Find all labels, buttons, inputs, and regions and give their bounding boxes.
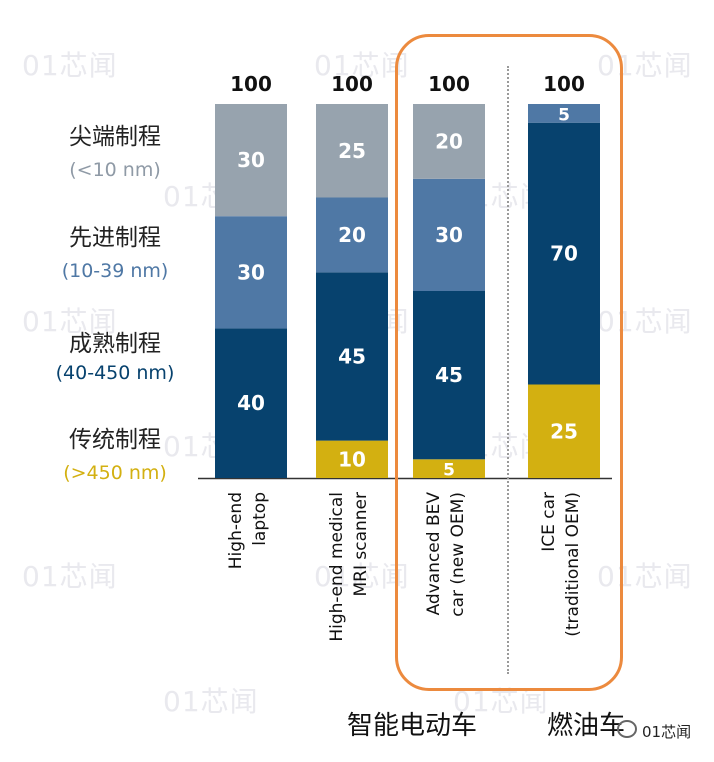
- legend-label-mature: 成熟制程: [69, 331, 161, 357]
- total-label: 100: [230, 72, 272, 96]
- data-label: 25: [550, 419, 578, 443]
- watermark: 01芯闻: [163, 685, 259, 718]
- bar-segment: [316, 197, 388, 273]
- bar-segment: [316, 272, 388, 441]
- bar-segment: [316, 104, 388, 198]
- data-label: 45: [435, 363, 463, 387]
- total-label: 100: [428, 72, 470, 96]
- ev-highlight-frame: [395, 34, 623, 691]
- bar-segment: [528, 122, 600, 385]
- watermark: 01芯闻: [314, 560, 410, 593]
- data-label: 5: [558, 105, 570, 125]
- data-label: 20: [338, 223, 366, 247]
- total-label: 100: [331, 72, 373, 96]
- category-tick-label: MRI scanner: [351, 492, 371, 597]
- watermark: 01芯闻: [22, 305, 118, 338]
- bar-segment: [413, 459, 485, 478]
- legend-label-leading-edge: 尖端制程: [69, 124, 161, 150]
- watermark: 01芯闻: [597, 305, 693, 338]
- group-label-ev: 智能电动车: [347, 711, 478, 741]
- category-tick-label: car (new OEM): [448, 492, 468, 617]
- bar-segment: [215, 216, 287, 329]
- wechat-icon: [617, 720, 637, 738]
- data-label: 5: [443, 461, 455, 481]
- data-label: 25: [338, 139, 366, 163]
- bar-segment: [413, 178, 485, 291]
- category-tick-label: ICE car: [539, 492, 559, 552]
- bar-segment: [215, 328, 287, 478]
- legend-range-advanced: (10-39 nm): [61, 260, 169, 282]
- watermark: 01芯闻: [22, 49, 118, 82]
- category-tick-label: laptop: [250, 492, 270, 546]
- data-label: 10: [338, 447, 366, 471]
- bar-segment: [528, 384, 600, 478]
- legend-label-legacy: 传统制程: [69, 427, 161, 453]
- legend-label-advanced: 先进制程: [69, 225, 161, 251]
- total-label: 100: [543, 72, 585, 96]
- bar-segment: [413, 104, 485, 179]
- legend-range-leading-edge: (<10 nm): [69, 159, 161, 181]
- bar-segment: [316, 440, 388, 478]
- source-label: 01芯闻: [642, 723, 692, 741]
- data-label: 20: [435, 129, 463, 153]
- group-divider: [507, 66, 509, 674]
- data-label: 30: [237, 260, 265, 284]
- data-label: 70: [550, 242, 578, 266]
- data-label: 45: [338, 344, 366, 368]
- data-label: 40: [237, 391, 265, 415]
- category-tick-label: Advanced BEV: [424, 492, 444, 616]
- category-tick-label: High-end medical: [327, 492, 347, 642]
- legend-range-legacy: (>450 nm): [63, 462, 167, 484]
- watermark: 01芯闻: [314, 49, 410, 82]
- bar-segment: [413, 291, 485, 460]
- category-tick-label: High-end: [226, 492, 246, 569]
- bar-segment: [215, 104, 287, 217]
- legend-range-mature: (40-450 nm): [55, 362, 175, 384]
- group-label-ice: 燃油车: [547, 711, 626, 741]
- bar-segment: [528, 104, 600, 123]
- data-label: 30: [237, 148, 265, 172]
- watermark: 01芯闻: [597, 560, 693, 593]
- data-label: 30: [435, 223, 463, 247]
- category-tick-label: (traditional OEM): [563, 492, 583, 637]
- watermark: 01芯闻: [22, 560, 118, 593]
